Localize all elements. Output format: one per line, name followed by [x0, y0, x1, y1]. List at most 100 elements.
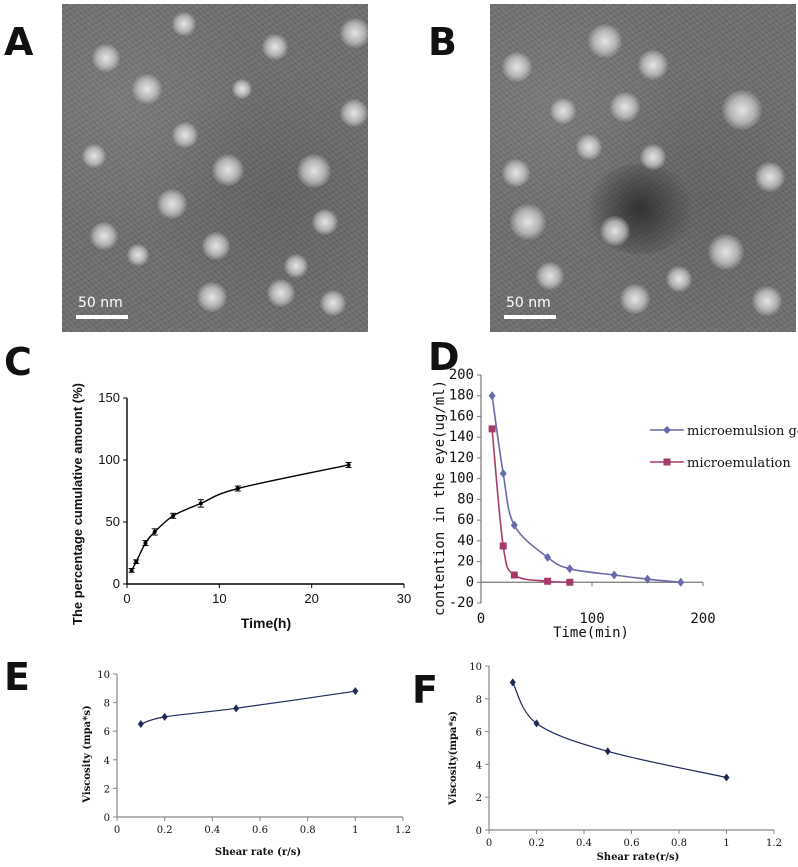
data-point	[509, 678, 516, 687]
y-tick-label: 2	[476, 793, 482, 804]
x-tick-label: 0.6	[624, 838, 640, 849]
y-tick-label: 10	[97, 670, 110, 681]
particle	[132, 74, 162, 104]
particle	[620, 284, 650, 314]
data-point	[352, 687, 359, 696]
y-tick-label: 4	[476, 760, 482, 771]
x-axis-label: Time(h)	[241, 615, 291, 631]
y-tick-label: 100	[449, 471, 474, 487]
x-tick-label: 0.8	[300, 825, 316, 836]
y-tick-label: 0	[466, 574, 474, 590]
particle	[127, 244, 149, 266]
y-tick-label: 6	[104, 727, 110, 738]
data-point	[566, 578, 574, 586]
particle	[752, 286, 782, 316]
micrograph-b: 50 nm	[490, 4, 796, 332]
particle	[610, 92, 640, 122]
particle	[202, 232, 230, 260]
particle	[92, 44, 120, 72]
y-tick-label: 6	[476, 728, 482, 739]
data-point	[235, 486, 240, 491]
particle	[172, 12, 196, 36]
y-tick-label: 0	[113, 576, 120, 591]
y-tick-label: 180	[449, 388, 474, 404]
y-tick-label: 200	[449, 367, 474, 383]
data-point	[510, 571, 518, 579]
particle	[550, 98, 576, 124]
particle	[502, 159, 530, 187]
y-tick-label: 60	[457, 512, 474, 528]
data-point	[198, 501, 203, 506]
panel-letter-b: B	[428, 20, 457, 64]
particle	[666, 266, 692, 292]
y-tick-label: 120	[449, 450, 474, 466]
dark-aggregate	[585, 164, 695, 254]
x-axis-label: Time(min)	[553, 625, 629, 641]
x-tick-label: 200	[690, 611, 715, 627]
y-tick-label: 50	[106, 514, 120, 529]
particle	[267, 279, 295, 307]
data-point	[566, 564, 574, 574]
x-tick-label: 0.6	[252, 825, 268, 836]
scale-bar-label: 50 nm	[78, 295, 123, 311]
data-point	[533, 719, 540, 728]
data-point	[137, 720, 144, 729]
data-point	[134, 559, 139, 564]
x-tick-label: 100	[579, 611, 604, 627]
y-tick-label: 160	[449, 408, 474, 424]
y-tick-label: 8	[104, 699, 110, 710]
y-axis-label: Viscosity(mpa*s)	[448, 711, 459, 806]
panel-letter-f: F	[412, 668, 438, 712]
particle	[708, 234, 744, 270]
x-tick-label: 0	[123, 591, 130, 606]
series-line-0	[140, 690, 356, 725]
particle	[576, 134, 602, 160]
particle	[638, 50, 668, 80]
series-line-0	[512, 682, 727, 779]
x-tick-label: 1.2	[766, 838, 782, 849]
data-point	[604, 747, 611, 756]
data-point	[544, 577, 552, 585]
y-tick-label: 0	[476, 826, 482, 837]
legend-marker-microemulation	[663, 458, 671, 466]
particle	[82, 144, 106, 168]
y-axis-label: contention in the eye(ug/ml)	[432, 380, 448, 616]
data-point	[346, 462, 351, 467]
data-point	[610, 570, 618, 580]
data-point	[677, 577, 685, 587]
x-tick-label: 1	[723, 838, 729, 849]
x-tick-label: 10	[212, 591, 226, 606]
particle	[510, 204, 546, 240]
particle	[157, 189, 187, 219]
particle	[340, 99, 368, 127]
series-line-0	[130, 464, 349, 571]
scale-bar	[504, 315, 556, 319]
legend-marker-microemulsion-gel	[663, 426, 671, 434]
data-point	[510, 520, 518, 530]
panel-letter-d: D	[428, 335, 460, 379]
particle	[502, 52, 532, 82]
x-tick-label: 0.4	[576, 838, 592, 849]
data-point	[143, 541, 148, 546]
particle	[312, 209, 338, 235]
x-tick-label: 0.8	[671, 838, 687, 849]
y-tick-label: 140	[449, 429, 474, 445]
data-point	[171, 513, 176, 518]
scale-bar	[76, 315, 128, 319]
particle	[320, 290, 346, 316]
particle	[588, 24, 622, 58]
y-tick-label: 20	[457, 554, 474, 570]
particle	[90, 222, 118, 250]
panel-letter-e: E	[4, 655, 30, 699]
x-tick-label: 1	[352, 825, 358, 836]
particle	[284, 254, 308, 278]
data-point	[129, 568, 134, 573]
series-line-0	[491, 395, 681, 584]
x-tick-label: 0.2	[157, 825, 173, 836]
scale-bar-label: 50 nm	[506, 295, 551, 311]
particle	[297, 154, 331, 188]
chart-d: contention in the eye(ug/ml) Time(min) m…	[432, 367, 798, 641]
y-tick-label: 40	[457, 533, 474, 549]
y-tick-label: 4	[104, 756, 110, 767]
particle	[755, 162, 785, 192]
